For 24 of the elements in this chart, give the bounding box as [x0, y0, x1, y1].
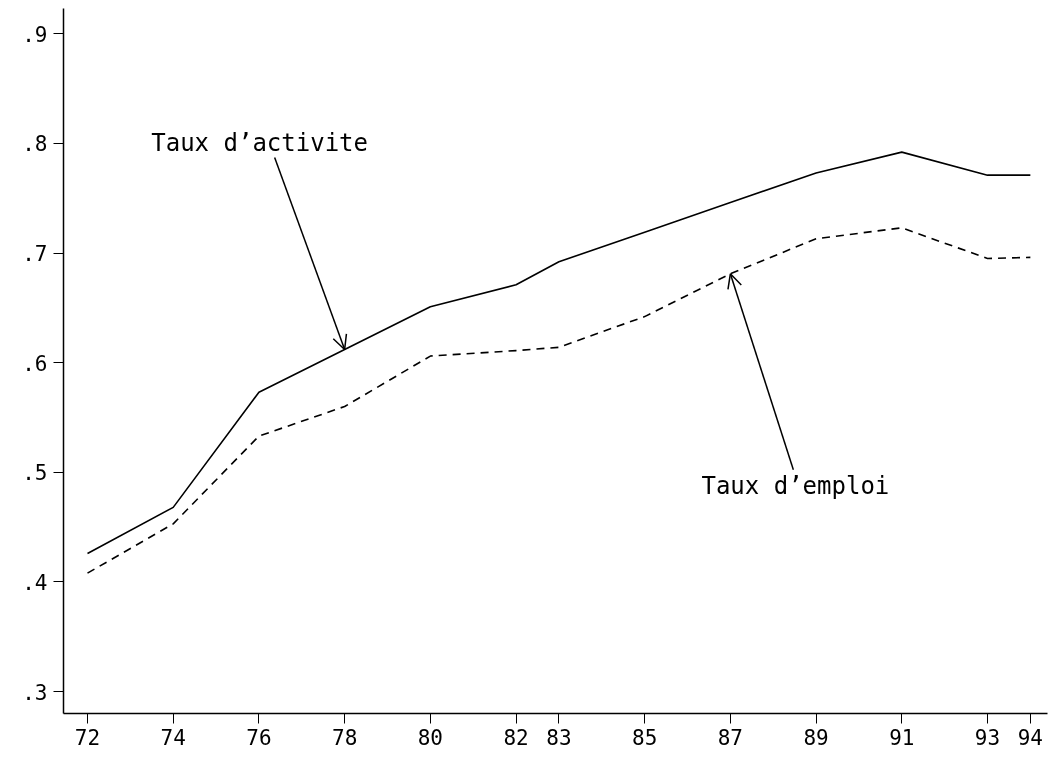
- line-series: [86, 151, 1032, 555]
- annotation: Taux d’activite: [151, 129, 369, 158]
- x-tick-label: 83: [546, 725, 572, 750]
- y-tick-label: .4: [22, 570, 48, 595]
- x-tick-label: 94: [1017, 725, 1044, 750]
- x-tick-label: 91: [889, 725, 915, 750]
- x-tick-label: 78: [332, 725, 358, 750]
- y-tick-label: .6: [22, 351, 48, 376]
- x-tick-label: 89: [803, 725, 829, 750]
- y-tick-label: .9: [22, 22, 48, 47]
- annotation: Taux d’emploi: [701, 471, 890, 500]
- line-series: [86, 226, 1032, 574]
- x-tick-label: 74: [160, 725, 186, 750]
- x-tick-label: 76: [246, 725, 272, 750]
- y-tick-label: .5: [22, 461, 48, 486]
- x-tick-label: 87: [717, 725, 744, 750]
- y-tick-label: .3: [22, 680, 48, 705]
- x-tick-label: 82: [503, 725, 529, 750]
- x-tick-label: 80: [417, 725, 444, 750]
- y-tick-label: .7: [22, 242, 48, 266]
- x-tick-label: 85: [632, 725, 658, 750]
- x-tick-label: 93: [974, 725, 1001, 750]
- x-tick-label: 72: [74, 725, 101, 750]
- y-tick-label: .8: [22, 132, 48, 157]
